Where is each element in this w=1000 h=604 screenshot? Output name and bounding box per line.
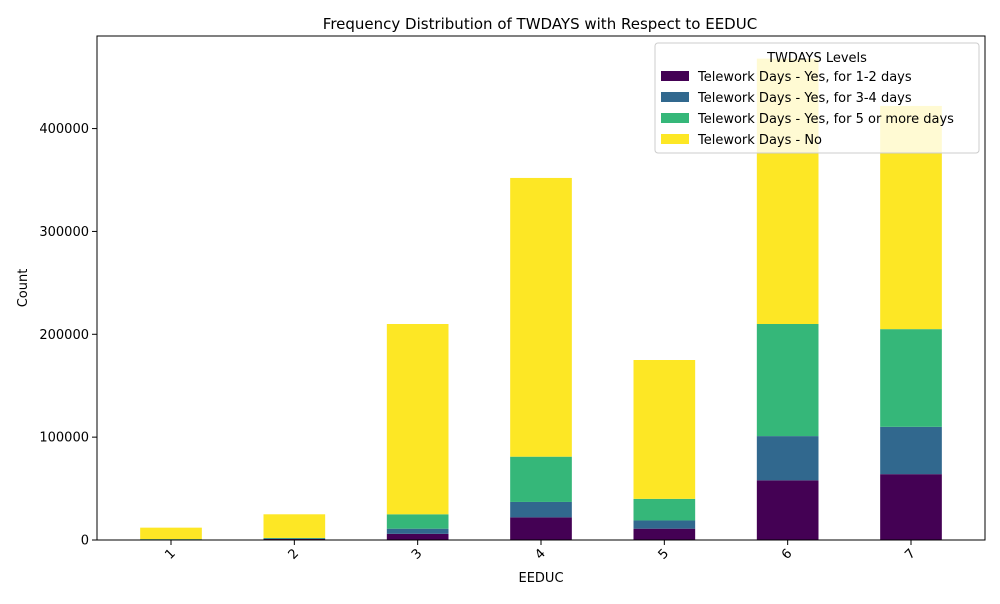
bar-segment-5-series-1 <box>634 529 696 540</box>
bar-segment-5-series-2 <box>634 520 696 528</box>
bar-segment-7-series-2 <box>880 427 942 474</box>
legend-label-series-4: Telework Days - No <box>697 133 822 148</box>
bar-segment-3-series-2 <box>387 529 449 534</box>
y-axis-label: Count <box>16 269 31 308</box>
bar-segment-6-series-2 <box>757 436 819 480</box>
bar-segment-6-series-1 <box>757 480 819 540</box>
bar-segment-3-series-4 <box>387 324 449 514</box>
legend-title: TWDAYS Levels <box>766 51 867 66</box>
legend: TWDAYS Levels Telework Days - Yes, for 1-… <box>655 43 979 153</box>
bar-segment-4-series-1 <box>510 517 572 540</box>
bar-segment-3-series-1 <box>387 534 449 540</box>
y-tick-label: 0 <box>81 534 89 549</box>
bar-segment-1-series-4 <box>140 528 202 539</box>
bar-segment-2-series-3 <box>264 538 326 539</box>
legend-swatch-series-3 <box>661 113 689 123</box>
bar-segment-5-series-4 <box>634 360 696 499</box>
bar-segment-7-series-1 <box>880 474 942 540</box>
chart-title: Frequency Distribution of TWDAYS with Re… <box>323 15 757 33</box>
legend-label-series-1: Telework Days - Yes, for 1-2 days <box>697 70 912 85</box>
bar-segment-4-series-4 <box>510 178 572 457</box>
bar-segment-3-series-3 <box>387 514 449 528</box>
bar-segment-4-series-3 <box>510 457 572 502</box>
legend-label-series-3: Telework Days - Yes, for 5 or more days <box>697 112 954 127</box>
bar-segment-4-series-2 <box>510 502 572 517</box>
y-tick-label: 400000 <box>39 122 89 137</box>
y-tick-label: 300000 <box>39 225 89 240</box>
bar-segment-6-series-3 <box>757 324 819 436</box>
legend-label-series-2: Telework Days - Yes, for 3-4 days <box>697 91 912 106</box>
legend-swatch-series-2 <box>661 92 689 102</box>
bar-segment-2-series-4 <box>264 514 326 538</box>
y-tick-label: 100000 <box>39 431 89 446</box>
x-axis-label: EEDUC <box>518 571 563 586</box>
y-tick-label: 200000 <box>39 328 89 343</box>
legend-swatch-series-4 <box>661 134 689 144</box>
legend-swatch-series-1 <box>661 71 689 81</box>
bar-segment-2-series-2 <box>264 538 326 539</box>
bar-segment-5-series-3 <box>634 499 696 521</box>
bar-segment-7-series-3 <box>880 329 942 427</box>
